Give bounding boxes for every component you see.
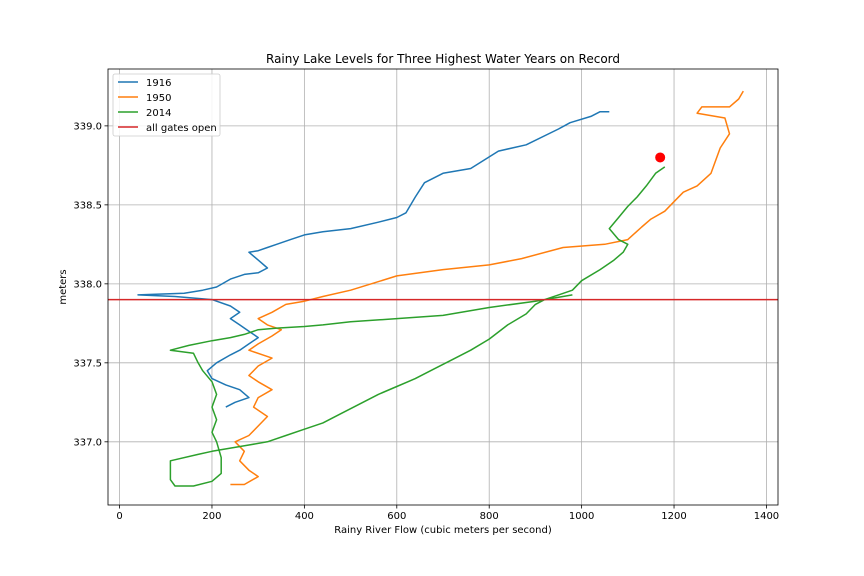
tick-layer: 0 200 400 600 800 1000 1200 1400 337.0 337.5 338.0…	[73, 121, 779, 522]
series-line-1916	[137, 110, 610, 408]
grid	[108, 69, 778, 505]
legend-label-1950: 1950	[146, 93, 171, 104]
series-layer	[137, 90, 744, 487]
y-tick-label: 338.5	[73, 200, 102, 211]
x-axis-label: Rainy River Flow (cubic meters per secon…	[334, 525, 552, 536]
y-tick-label: 338.0	[73, 279, 102, 290]
y-tick-label: 337.0	[73, 437, 102, 448]
legend-label-all-gates-open: all gates open	[146, 123, 217, 134]
series-line-2014	[169, 166, 666, 487]
plot-frame	[107, 68, 779, 506]
x-tick-label: 800	[480, 511, 499, 522]
chart-title: Rainy Lake Levels for Three Highest Wate…	[266, 52, 620, 66]
x-tick-label: 0	[116, 511, 122, 522]
series-line-1950	[230, 90, 744, 486]
x-tick-label: 400	[295, 511, 314, 522]
x-tick-label: 600	[387, 511, 406, 522]
legend-box	[112, 73, 221, 137]
x-tick-label: 1400	[754, 511, 779, 522]
current-level-marker	[655, 152, 666, 163]
legend-label-1916: 1916	[146, 78, 171, 89]
marker-layer	[655, 152, 666, 163]
y-tick-label: 339.0	[73, 121, 102, 132]
legend-label-2014: 2014	[146, 108, 171, 119]
x-tick-label: 1200	[661, 511, 686, 522]
y-tick-label: 337.5	[73, 358, 102, 369]
y-axis-label: meters	[58, 269, 69, 304]
legend: 1916 1950 2014 all gates open	[112, 73, 221, 137]
x-tick-label: 1000	[569, 511, 594, 522]
x-tick-label: 200	[202, 511, 221, 522]
